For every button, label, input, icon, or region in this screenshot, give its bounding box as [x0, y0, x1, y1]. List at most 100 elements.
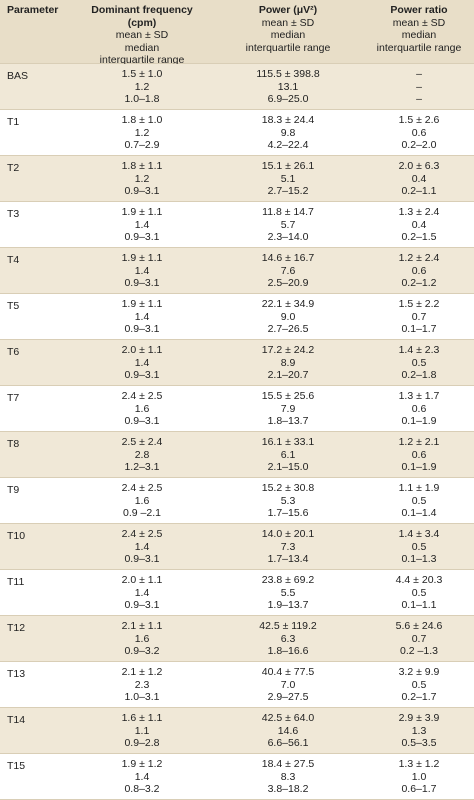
header-cell: Power (μV²) mean ± SD median interquartile … [212, 0, 364, 63]
cell-line: 1.5 ± 1.0 [121, 68, 163, 80]
column-subtitle: mean ± SD [115, 29, 169, 41]
cell-line: 1.0–1.8 [124, 93, 160, 105]
cell-line: 6.9–25.0 [267, 93, 309, 105]
cell-line: 115.5 ± 398.8 [256, 68, 320, 80]
cell-line: 0.2–1.7 [401, 691, 437, 703]
cell-line: 0.5 [411, 356, 427, 369]
table-row: T1 1.8 ± 1.0 1.2 0.7–2.9 18.3 ± 24.4 9.8 4.2–2… [0, 110, 474, 156]
table-cell: 2.1 ± 1.2 2.3 1.0–3.1 [72, 662, 212, 707]
cell-line: 42.5 ± 64.0 [261, 712, 315, 724]
cell-line: 0.1–1.9 [401, 415, 437, 427]
row-label: T5 [7, 300, 20, 312]
cell-line: 14.0 ± 20.1 [261, 528, 315, 540]
cell-line: 1.1 [134, 724, 150, 737]
cell-line: 1.8 ± 1.0 [121, 114, 163, 126]
cell-line: 0.9–3.1 [124, 323, 160, 335]
cell-line: 7.0 [280, 678, 296, 691]
table-cell: 1.4 ± 2.3 0.5 0.2–1.8 [364, 340, 474, 385]
table-cell: 1.1 ± 1.9 0.5 0.1–1.4 [364, 478, 474, 523]
table-cell: 15.5 ± 25.6 7.9 1.8–13.7 [212, 386, 364, 431]
cell-line: 5.7 [280, 218, 296, 231]
cell-line: 1.4 [134, 310, 150, 323]
cell-line: 1.8–13.7 [267, 415, 309, 427]
row-label: T8 [7, 438, 20, 450]
row-label: T1 [7, 116, 20, 128]
cell-line: 0.4 [411, 218, 427, 231]
row-label: T9 [7, 484, 20, 496]
column-subtitle: interquartile range [376, 41, 462, 54]
table-cell: 1.5 ± 1.0 1.2 1.0–1.8 [72, 64, 212, 109]
table-cell: 1.3 ± 2.4 0.4 0.2–1.5 [364, 202, 474, 247]
cell-line: 0.6 [411, 264, 427, 277]
cell-line: 9.8 [280, 126, 296, 139]
table-row: T6 2.0 ± 1.1 1.4 0.9–3.1 17.2 ± 24.2 8.9 2.1–2… [0, 340, 474, 386]
row-label: T7 [7, 392, 20, 404]
cell-line: 42.5 ± 119.2 [259, 620, 317, 632]
header-cell: Parameter [0, 0, 72, 63]
header-row: Parameter Dominant frequency (cpm) mean ± … [0, 0, 474, 66]
row-label: BAS [7, 70, 29, 82]
table-row: T10 2.4 ± 2.5 1.4 0.9–3.1 14.0 ± 20.1 7.3 1.7–… [0, 524, 474, 570]
cell-line: 2.9–27.5 [267, 691, 309, 703]
cell-line: 0.5 [411, 586, 427, 599]
column-subtitle: median [270, 29, 306, 41]
cell-line: 16.1 ± 33.1 [261, 436, 315, 448]
cell-line: 0.9 –2.1 [123, 507, 161, 519]
table-cell: 5.6 ± 24.6 0.7 0.2 –1.3 [364, 616, 474, 661]
cell-line: 0.1–1.4 [401, 507, 437, 519]
cell-line: 0.9–3.1 [124, 553, 160, 565]
cell-line: 1.3 ± 1.7 [398, 390, 440, 402]
row-label: T4 [7, 254, 20, 266]
cell-line: 1.3 ± 1.2 [398, 758, 440, 770]
table-cell: 2.9 ± 3.9 1.3 0.5–3.5 [364, 708, 474, 753]
cell-line: 13.1 [277, 80, 299, 93]
cell-line: – [416, 93, 422, 105]
row-label: T3 [7, 208, 20, 220]
cell-line: – [416, 68, 422, 80]
cell-line: 2.1–20.7 [267, 369, 309, 381]
cell-line: 1.9 ± 1.1 [121, 252, 163, 264]
cell-line: 6.3 [280, 632, 296, 645]
cell-line: 40.4 ± 77.5 [261, 666, 315, 678]
cell-line: 5.1 [280, 172, 296, 185]
cell-line: 5.3 [280, 494, 296, 507]
table-row: T9 2.4 ± 2.5 1.6 0.9 –2.1 15.2 ± 30.8 5.3 1.7–… [0, 478, 474, 524]
cell-line: 7.9 [280, 402, 296, 415]
column-subtitle: median [124, 41, 160, 54]
row-label: T6 [7, 346, 20, 358]
cell-line: 3.2 ± 9.9 [398, 666, 440, 678]
cell-line: 0.9–3.1 [124, 185, 160, 197]
table-cell: 1.9 ± 1.2 1.4 0.8–3.2 [72, 754, 212, 799]
table-row: T2 1.8 ± 1.1 1.2 0.9–3.1 15.1 ± 26.1 5.1 2.7–1… [0, 156, 474, 202]
cell-line: 0.7–2.9 [124, 139, 160, 151]
cell-line: 1.1 ± 1.9 [398, 482, 440, 494]
cell-line: 2.5 ± 2.4 [121, 436, 163, 448]
table-cell: 16.1 ± 33.1 6.1 2.1–15.0 [212, 432, 364, 477]
cell-line: 0.9–3.1 [124, 231, 160, 243]
cell-line: 1.4 ± 3.4 [398, 528, 440, 540]
column-title: Power (μV²) [258, 4, 318, 16]
table-cell: 1.8 ± 1.1 1.2 0.9–3.1 [72, 156, 212, 201]
cell-line: 1.6 ± 1.1 [121, 712, 163, 724]
table-cell: 2.4 ± 2.5 1.6 0.9 –2.1 [72, 478, 212, 523]
table-cell: 40.4 ± 77.5 7.0 2.9–27.5 [212, 662, 364, 707]
cell-line: 1.4 [134, 540, 150, 553]
cell-line: 1.2 [134, 172, 150, 185]
cell-line: 22.1 ± 34.9 [261, 298, 315, 310]
table-cell: 2.0 ± 6.3 0.4 0.2–1.1 [364, 156, 474, 201]
cell-line: 0.9–2.8 [124, 737, 160, 749]
cell-line: 2.5–20.9 [267, 277, 309, 289]
table-row: T14 1.6 ± 1.1 1.1 0.9–2.8 42.5 ± 64.0 14.6 6.6… [0, 708, 474, 754]
cell-line: 1.9–13.7 [267, 599, 309, 611]
row-label: T15 [7, 760, 26, 772]
cell-line: 2.4 ± 2.5 [121, 482, 163, 494]
table-cell: 18.3 ± 24.4 9.8 4.2–22.4 [212, 110, 364, 155]
cell-line: 2.3–14.0 [267, 231, 309, 243]
table-cell: 2.0 ± 1.1 1.4 0.9–3.1 [72, 340, 212, 385]
cell-line: 15.1 ± 26.1 [261, 160, 315, 172]
cell-line: 15.2 ± 30.8 [261, 482, 315, 494]
cell-line: 1.6 [134, 402, 150, 415]
cell-line: 1.5 ± 2.6 [398, 114, 440, 126]
cell-line: 0.5 [411, 678, 427, 691]
table-cell: 2.1 ± 1.1 1.6 0.9–3.2 [72, 616, 212, 661]
